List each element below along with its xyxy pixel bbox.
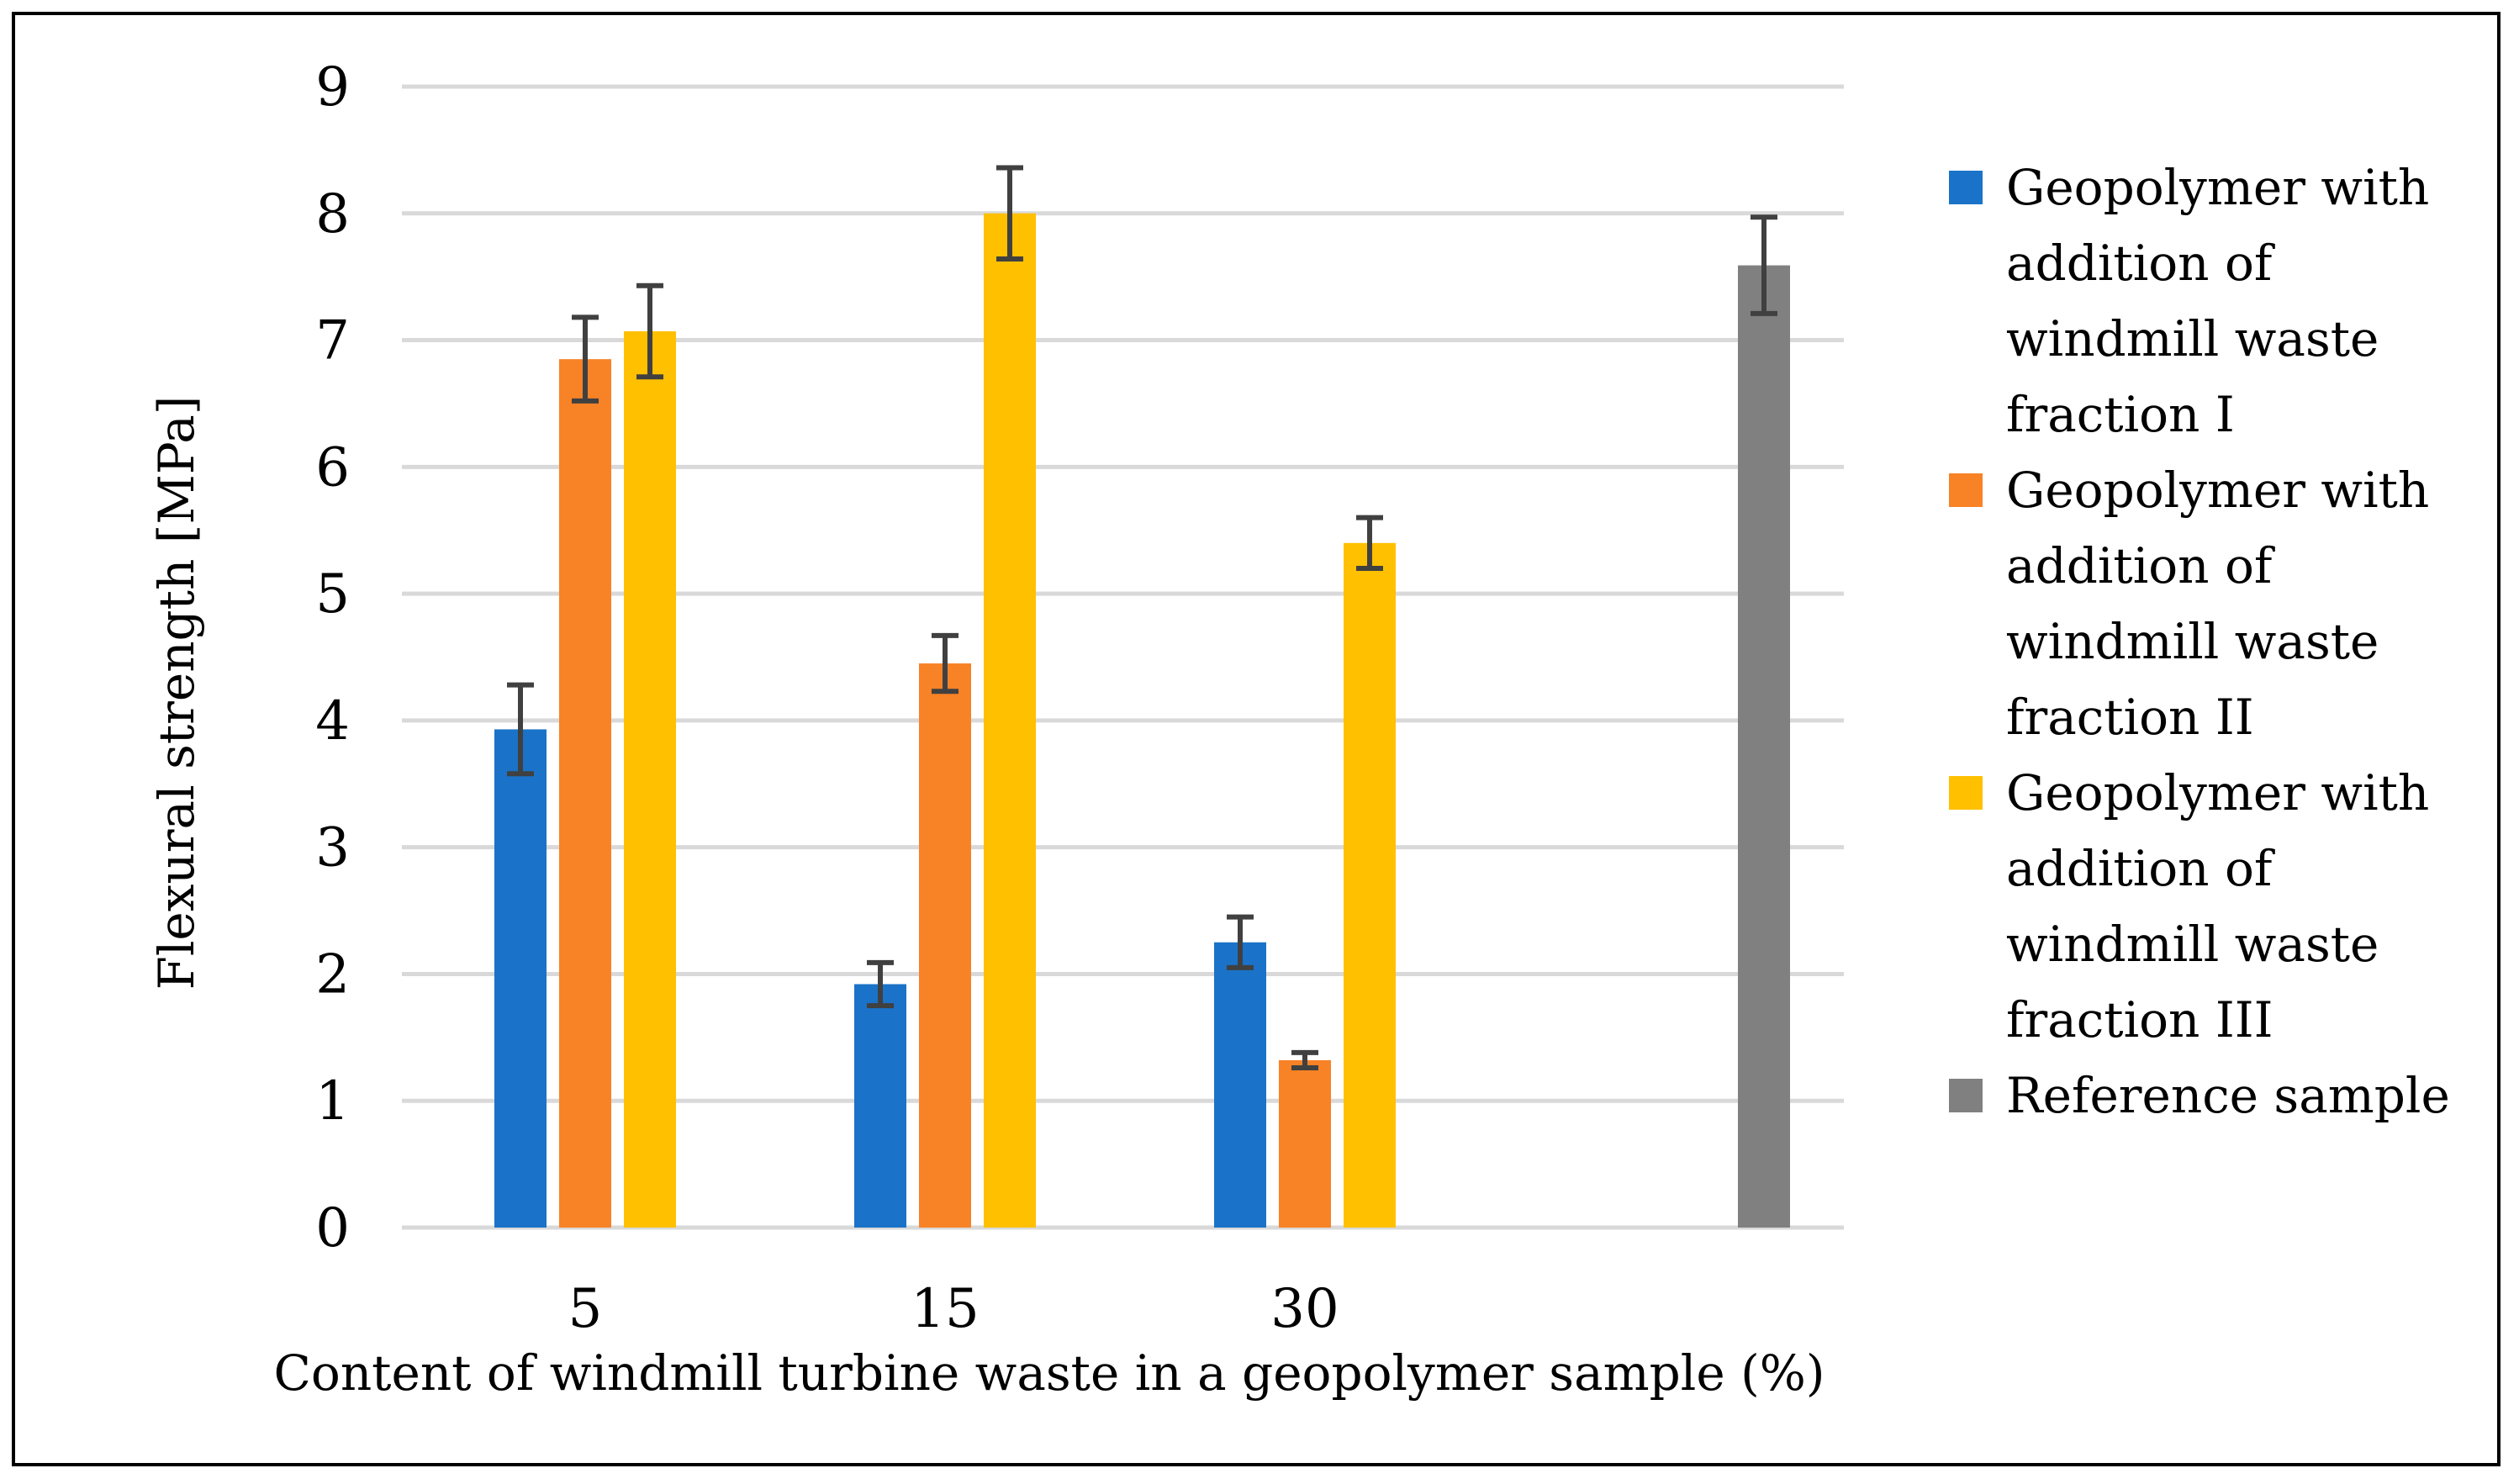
bar <box>559 359 611 1228</box>
y-tick-label: 4 <box>315 690 350 753</box>
chart-frame: 0 1 2 3 4 5 6 7 8 9 5 15 30 Content of windmill tur… <box>12 12 2501 1466</box>
legend-swatch-fraction-i <box>1949 171 1983 204</box>
legend-label-fraction-ii: Geopolymer with addition of windmill was… <box>2006 462 2430 746</box>
bar <box>854 984 906 1228</box>
legend-swatch-fraction-iii <box>1949 776 1983 810</box>
y-tick-label: 7 <box>315 310 350 372</box>
y-tick-label: 1 <box>315 1070 350 1133</box>
x-tick-labels: 5 15 30 <box>568 1278 1339 1340</box>
legend-item-reference: Reference sample <box>1949 1058 2470 1133</box>
bar <box>984 213 1036 1228</box>
y-tick-label: 8 <box>315 183 350 246</box>
legend-label-fraction-iii: Geopolymer with addition of windmill was… <box>2006 764 2430 1048</box>
bar <box>494 729 547 1228</box>
y-tick-label: 2 <box>315 943 350 1006</box>
bar-chart: 0 1 2 3 4 5 6 7 8 9 5 15 30 Content of windmill tur… <box>148 56 1844 1402</box>
x-tick-label: 15 <box>911 1278 979 1340</box>
y-tick-label: 5 <box>315 563 350 626</box>
y-tick-label: 6 <box>315 436 350 499</box>
legend-item-fraction-iii: Geopolymer with addition of windmill was… <box>1949 755 2470 1058</box>
bar <box>1214 942 1266 1228</box>
y-tick-labels: 0 1 2 3 4 5 6 7 8 9 <box>315 56 350 1260</box>
bar <box>624 331 676 1228</box>
legend-item-fraction-ii: Geopolymer with addition of windmill was… <box>1949 452 2470 755</box>
legend: Geopolymer with addition of windmill was… <box>1949 150 2470 1133</box>
x-axis-title: Content of windmill turbine waste in a g… <box>274 1344 1825 1402</box>
legend-swatch-fraction-ii <box>1949 473 1983 507</box>
legend-item-fraction-i: Geopolymer with addition of windmill was… <box>1949 150 2470 452</box>
legend-swatch-reference <box>1949 1079 1983 1112</box>
legend-label-fraction-i: Geopolymer with addition of windmill was… <box>2006 159 2430 443</box>
y-tick-label: 3 <box>315 817 350 879</box>
bar <box>1738 265 1790 1228</box>
bar <box>1279 1059 1331 1228</box>
bar <box>919 663 971 1228</box>
x-tick-label: 30 <box>1270 1278 1339 1340</box>
y-axis-title: Flexural strength [MPa] <box>148 396 205 990</box>
gridlines <box>402 84 1844 1230</box>
bars <box>494 213 1790 1228</box>
error-bars <box>507 165 1777 1071</box>
y-tick-label: 0 <box>315 1197 350 1260</box>
bar <box>1344 542 1396 1228</box>
y-tick-label: 9 <box>315 56 350 119</box>
legend-label-reference: Reference sample <box>2006 1067 2450 1124</box>
x-tick-label: 5 <box>568 1278 603 1340</box>
